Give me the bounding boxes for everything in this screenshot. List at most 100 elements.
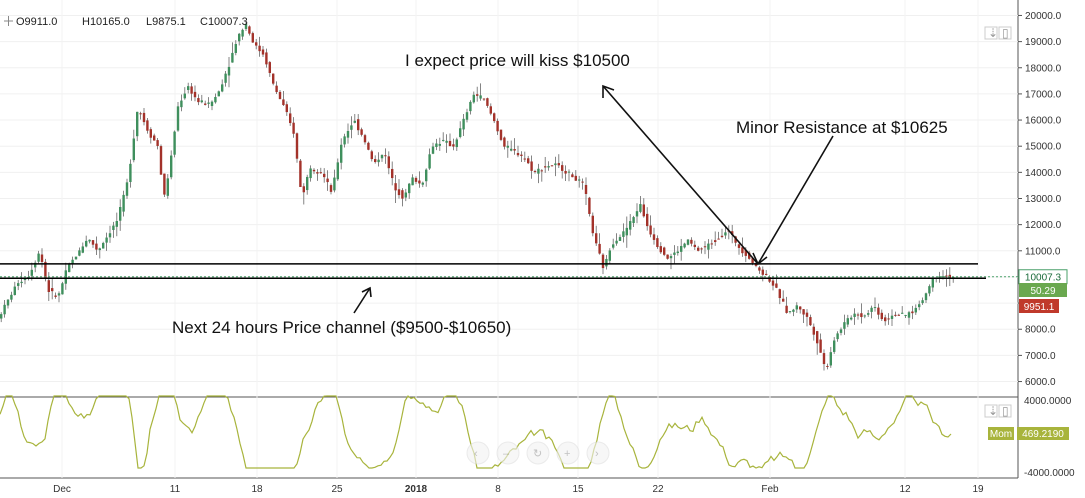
candle-body xyxy=(292,122,295,134)
candle-body xyxy=(588,197,591,214)
candle-body xyxy=(251,33,254,43)
zoom-in-button[interactable] xyxy=(556,441,580,465)
candle-body xyxy=(476,94,479,96)
candle-body xyxy=(921,300,924,304)
candle-body xyxy=(91,240,95,245)
momentum-pane-toolbar[interactable]: ⇣ ▯ xyxy=(984,404,1012,418)
candle-body xyxy=(853,313,856,317)
pane-maximize-button[interactable] xyxy=(998,26,1012,40)
candle-body xyxy=(357,119,360,131)
candle-body xyxy=(10,294,13,300)
candle-body xyxy=(768,277,771,282)
candle-body xyxy=(153,135,156,141)
mom-pane-maximize-button[interactable] xyxy=(998,404,1012,418)
candle-body xyxy=(761,269,764,275)
momentum-pane[interactable]: 4000.0000 -4000.0000 Mom 469.2190 xyxy=(0,395,1075,479)
candle-body xyxy=(496,120,499,132)
candle-body xyxy=(159,146,163,175)
candle-body xyxy=(98,248,101,251)
candle-body xyxy=(646,213,649,227)
chart-nav-controls[interactable]: ‹ – ↻ + › xyxy=(466,441,610,465)
candle-body xyxy=(302,186,305,193)
candle-body xyxy=(115,221,118,227)
candle-body xyxy=(255,42,258,46)
candle-body xyxy=(285,104,288,113)
candle-body xyxy=(897,314,900,316)
time-tick-label: 18 xyxy=(251,484,263,495)
candle-body xyxy=(139,113,142,115)
candle-body xyxy=(265,52,268,65)
candle-body xyxy=(329,185,333,192)
candle-body xyxy=(54,295,57,297)
candle-body xyxy=(574,175,577,181)
candle-body xyxy=(105,237,108,243)
ohlc-header: O9911.0 H10165.0 L9875.1 C10007.3 xyxy=(4,16,248,28)
zoom-out-button[interactable] xyxy=(496,441,520,465)
candle-body xyxy=(295,133,299,159)
minus-icon: – xyxy=(503,448,510,460)
price-tick-label: 18000.0 xyxy=(1025,63,1062,74)
candle-body xyxy=(873,307,877,309)
candle-body xyxy=(890,315,894,319)
candle-body xyxy=(867,313,870,315)
candle-body xyxy=(639,204,642,212)
candle-body xyxy=(846,318,849,325)
candle-body xyxy=(669,256,673,259)
candle-body xyxy=(108,233,112,238)
scroll-right-button[interactable] xyxy=(586,441,610,465)
candle-body xyxy=(207,102,210,104)
candle-body xyxy=(564,170,567,174)
candle-body xyxy=(258,45,261,52)
candle-body xyxy=(13,286,16,295)
candle-body xyxy=(788,311,792,313)
mom-value: 469.2190 xyxy=(1022,429,1064,440)
price-pane-toolbar[interactable]: ⇣ ▯ xyxy=(984,26,1012,40)
candle-body xyxy=(136,111,139,137)
candle-body xyxy=(3,304,6,315)
candle-body xyxy=(119,207,122,221)
ohlc-open: O9911.0 xyxy=(16,16,57,28)
candle-body xyxy=(57,293,61,296)
candle-body xyxy=(751,258,754,263)
candle-body xyxy=(547,166,550,168)
candle-body xyxy=(289,113,292,124)
candle-body xyxy=(666,254,669,259)
candle-body xyxy=(102,242,105,249)
candle-body xyxy=(238,33,241,42)
candle-body xyxy=(561,165,564,171)
candle-body xyxy=(316,172,319,174)
candle-body xyxy=(20,281,23,284)
svg-text:9951.1: 9951.1 xyxy=(1024,302,1055,313)
time-tick-label: 22 xyxy=(652,484,664,495)
candle-body xyxy=(173,131,176,155)
candle-body xyxy=(418,180,421,184)
candle-body xyxy=(68,263,71,273)
candle-body xyxy=(465,112,469,120)
pane-down-button[interactable] xyxy=(984,26,998,40)
time-tick-label: 2018 xyxy=(405,484,428,495)
mom-pane-down-button[interactable] xyxy=(984,404,998,418)
candle-body xyxy=(523,158,526,160)
candle-body xyxy=(595,233,598,244)
time-tick-label: 12 xyxy=(899,484,911,495)
candle-body xyxy=(30,269,33,276)
scroll-left-button[interactable] xyxy=(466,441,490,465)
reset-button[interactable] xyxy=(526,441,550,465)
candle-body xyxy=(724,232,727,236)
candle-body xyxy=(309,168,312,179)
candle-body xyxy=(282,99,285,106)
mom-tick-bottom: -4000.0000 xyxy=(1024,468,1075,479)
price-tick-label: 17000.0 xyxy=(1025,89,1062,100)
candle-body xyxy=(591,215,594,234)
arrow-kiss xyxy=(602,84,759,265)
time-tick-label: 8 xyxy=(495,484,501,495)
candle-body xyxy=(642,204,645,217)
candle-body xyxy=(833,340,836,352)
mom-label: Mom xyxy=(990,429,1012,440)
candle-body xyxy=(190,86,193,94)
candle-body xyxy=(533,171,537,173)
candle-body xyxy=(95,243,98,250)
candle-body xyxy=(149,129,152,138)
candle-body xyxy=(170,155,173,178)
